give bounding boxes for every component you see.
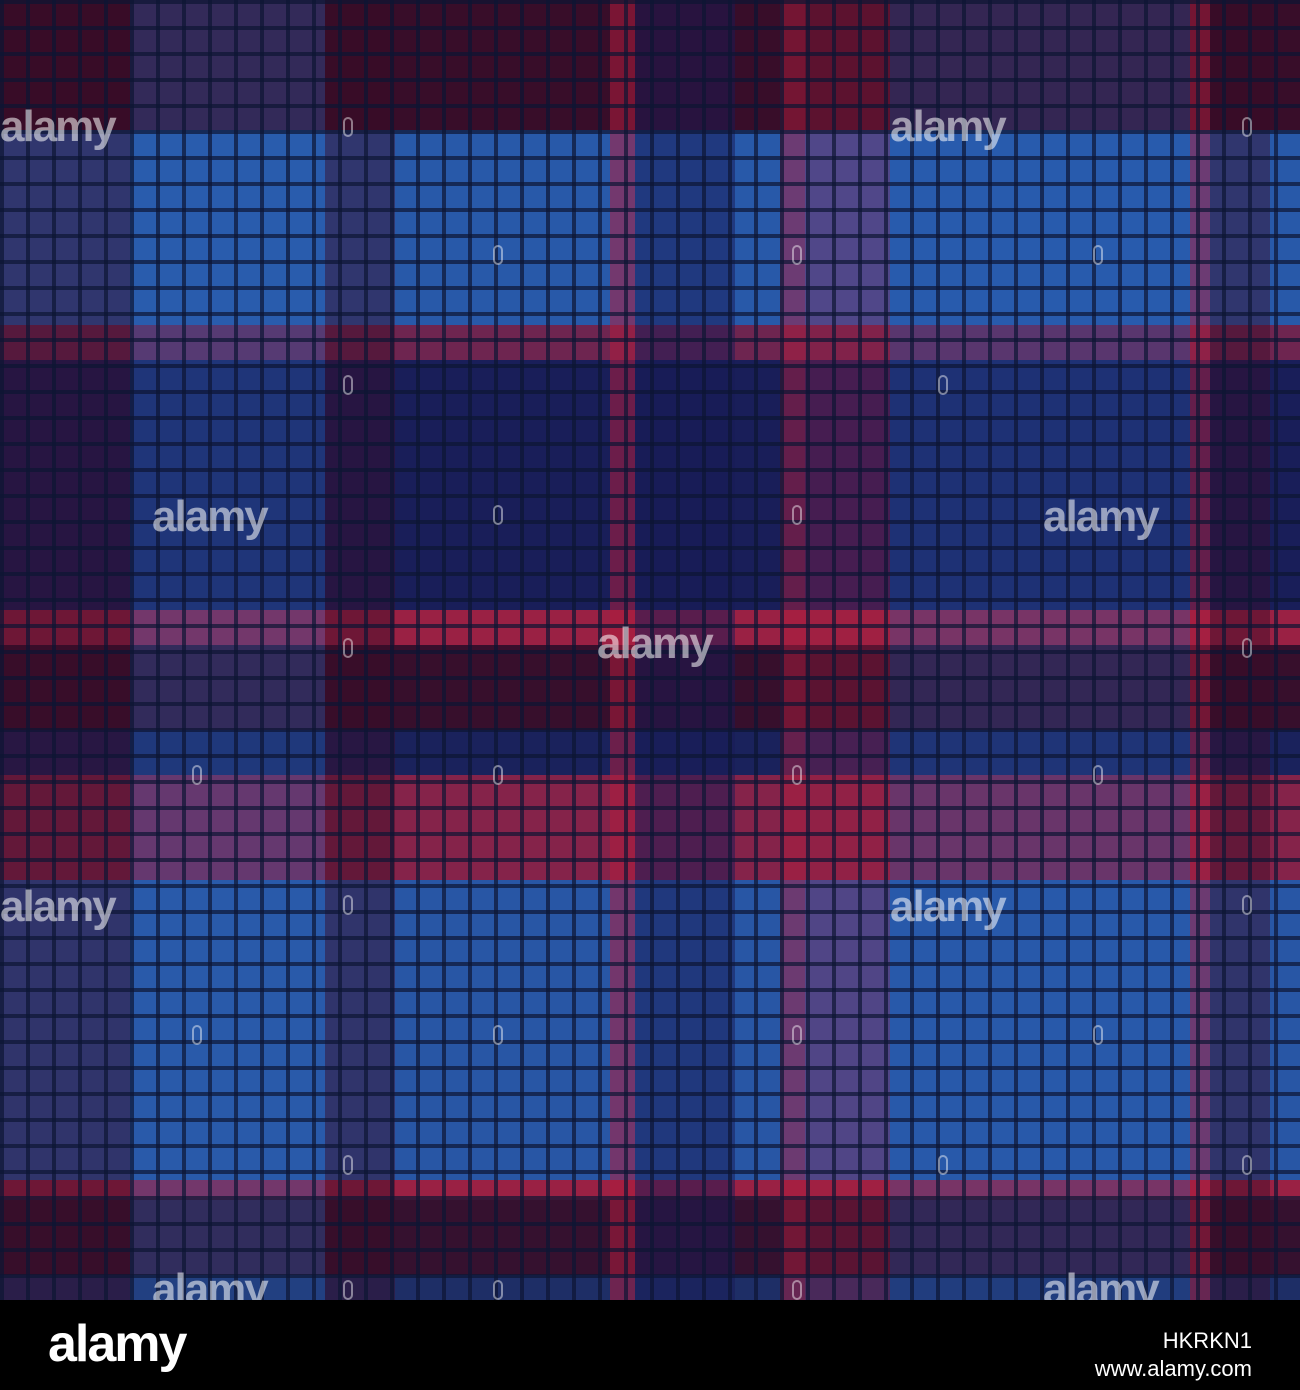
plaid-thread-vertical xyxy=(780,0,784,1300)
plaid-thread-horizontal xyxy=(0,832,1300,836)
plaid-thread-horizontal xyxy=(0,962,1300,966)
plaid-thread-vertical xyxy=(962,0,966,1300)
plaid-thread-vertical xyxy=(988,0,992,1300)
plaid-thread-horizontal xyxy=(0,1144,1300,1148)
plaid-thread-vertical xyxy=(832,0,836,1300)
plaid-thread-vertical xyxy=(754,0,758,1300)
plaid-thread-vertical xyxy=(702,0,706,1300)
footer-url: www.alamy.com xyxy=(1094,1356,1252,1381)
plaid-thread-vertical xyxy=(1274,0,1278,1300)
footer-image-id: HKRKN1 xyxy=(1162,1328,1252,1353)
plaid-thread-horizontal xyxy=(0,936,1300,940)
plaid-fabric-image xyxy=(0,0,1300,1300)
plaid-thread-horizontal xyxy=(0,806,1300,810)
plaid-thread-vertical xyxy=(1144,0,1148,1300)
plaid-thread-vertical xyxy=(676,0,680,1300)
plaid-thread-horizontal xyxy=(0,702,1300,706)
plaid-thread-vertical xyxy=(1222,0,1226,1300)
plaid-thread-horizontal xyxy=(0,1170,1300,1174)
plaid-thread-horizontal xyxy=(0,728,1300,732)
plaid-thread-vertical xyxy=(1066,0,1070,1300)
plaid-thread-vertical xyxy=(910,0,914,1300)
plaid-thread-vertical xyxy=(858,0,862,1300)
plaid-thread-vertical xyxy=(1040,0,1044,1300)
plaid-thread-horizontal xyxy=(0,858,1300,862)
plaid-thread-horizontal xyxy=(0,1092,1300,1096)
plaid-thread-horizontal xyxy=(0,1118,1300,1122)
plaid-thread-horizontal xyxy=(0,780,1300,784)
plaid-thread-horizontal xyxy=(0,910,1300,914)
plaid-thread-vertical xyxy=(1248,0,1252,1300)
plaid-thread-horizontal xyxy=(0,650,1300,654)
plaid-thread-vertical xyxy=(884,0,888,1300)
footer-logo: alamy xyxy=(48,1315,187,1373)
plaid-thread-horizontal xyxy=(0,1196,1300,1200)
plaid-thread-horizontal xyxy=(0,1248,1300,1252)
plaid-thread-vertical xyxy=(728,0,732,1300)
plaid-thread-horizontal xyxy=(0,988,1300,992)
plaid-thread-horizontal xyxy=(0,1222,1300,1226)
plaid-thread-horizontal xyxy=(0,1274,1300,1278)
plaid-thread-vertical xyxy=(1170,0,1174,1300)
plaid-thread-horizontal xyxy=(0,1066,1300,1070)
plaid-thread-vertical xyxy=(1014,0,1018,1300)
plaid-thread-horizontal xyxy=(0,1014,1300,1018)
plaid-thread-horizontal xyxy=(0,1040,1300,1044)
plaid-thread-vertical xyxy=(1196,0,1200,1300)
plaid-thread-horizontal xyxy=(0,676,1300,680)
stock-footer-bar: alamy HKRKN1 www.alamy.com xyxy=(0,1300,1300,1390)
plaid-thread-horizontal xyxy=(0,884,1300,888)
plaid-thread-horizontal xyxy=(0,754,1300,758)
plaid-thread-vertical xyxy=(1118,0,1122,1300)
plaid-thread-vertical xyxy=(806,0,810,1300)
plaid-thread-vertical xyxy=(1092,0,1096,1300)
plaid-thread-vertical xyxy=(936,0,940,1300)
